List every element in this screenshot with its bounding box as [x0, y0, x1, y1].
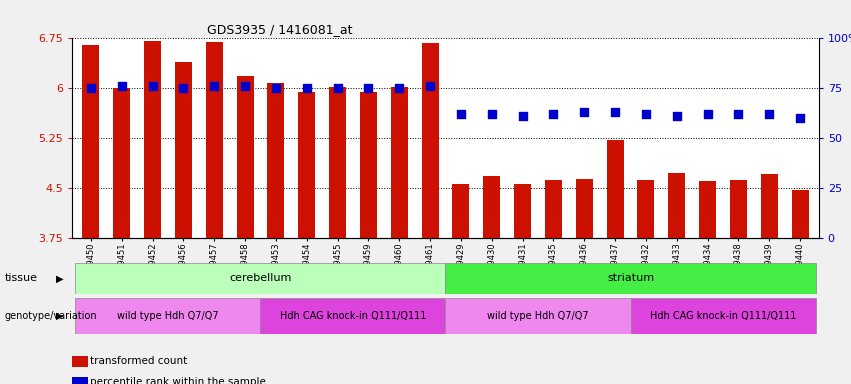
- Bar: [237, 76, 254, 238]
- Bar: [631, 298, 815, 334]
- Text: ▶: ▶: [55, 273, 63, 283]
- Point: [578, 109, 591, 115]
- Bar: [206, 42, 223, 238]
- Point: [639, 111, 653, 118]
- Point: [146, 83, 159, 89]
- Point: [701, 111, 715, 118]
- Text: Hdh CAG knock-in Q111/Q111: Hdh CAG knock-in Q111/Q111: [650, 311, 797, 321]
- Bar: [576, 179, 593, 238]
- Point: [269, 85, 283, 91]
- Bar: [260, 298, 445, 334]
- Text: ▶: ▶: [55, 311, 63, 321]
- Point: [84, 85, 98, 91]
- Point: [238, 83, 252, 89]
- Bar: [76, 263, 445, 294]
- Point: [392, 85, 406, 91]
- Point: [516, 113, 529, 119]
- Text: cerebellum: cerebellum: [229, 273, 292, 283]
- Point: [732, 111, 745, 118]
- Point: [546, 111, 560, 118]
- Point: [423, 83, 437, 89]
- Bar: [545, 179, 562, 238]
- Bar: [668, 173, 685, 238]
- Text: GDS3935 / 1416081_at: GDS3935 / 1416081_at: [207, 23, 352, 36]
- Bar: [700, 181, 717, 238]
- Bar: [761, 174, 778, 238]
- Point: [608, 109, 622, 115]
- Bar: [83, 45, 100, 238]
- Point: [762, 111, 776, 118]
- Bar: [453, 184, 470, 238]
- Bar: [445, 298, 631, 334]
- Point: [362, 85, 375, 91]
- Bar: [329, 87, 346, 238]
- Point: [793, 115, 807, 121]
- Bar: [607, 140, 624, 238]
- Bar: [730, 180, 747, 238]
- Bar: [637, 180, 654, 238]
- Text: Hdh CAG knock-in Q111/Q111: Hdh CAG knock-in Q111/Q111: [280, 311, 426, 321]
- Point: [208, 83, 221, 89]
- Point: [176, 85, 190, 91]
- Bar: [483, 175, 500, 238]
- Bar: [267, 83, 284, 238]
- Bar: [360, 92, 377, 238]
- Text: percentile rank within the sample: percentile rank within the sample: [90, 377, 266, 384]
- Bar: [791, 190, 808, 238]
- Bar: [76, 298, 260, 334]
- Bar: [514, 184, 531, 238]
- Text: transformed count: transformed count: [90, 356, 187, 366]
- Point: [115, 83, 129, 89]
- Point: [485, 111, 499, 118]
- Point: [331, 85, 345, 91]
- Bar: [421, 43, 438, 238]
- Text: genotype/variation: genotype/variation: [4, 311, 97, 321]
- Bar: [298, 92, 315, 238]
- Point: [670, 113, 683, 119]
- Bar: [144, 41, 161, 238]
- Bar: [113, 88, 130, 238]
- Text: wild type Hdh Q7/Q7: wild type Hdh Q7/Q7: [488, 311, 589, 321]
- Bar: [445, 263, 815, 294]
- Bar: [174, 62, 191, 238]
- Text: wild type Hdh Q7/Q7: wild type Hdh Q7/Q7: [117, 311, 219, 321]
- Point: [454, 111, 468, 118]
- Bar: [391, 87, 408, 238]
- Point: [300, 85, 313, 91]
- Text: tissue: tissue: [4, 273, 37, 283]
- Text: striatum: striatum: [607, 273, 654, 283]
